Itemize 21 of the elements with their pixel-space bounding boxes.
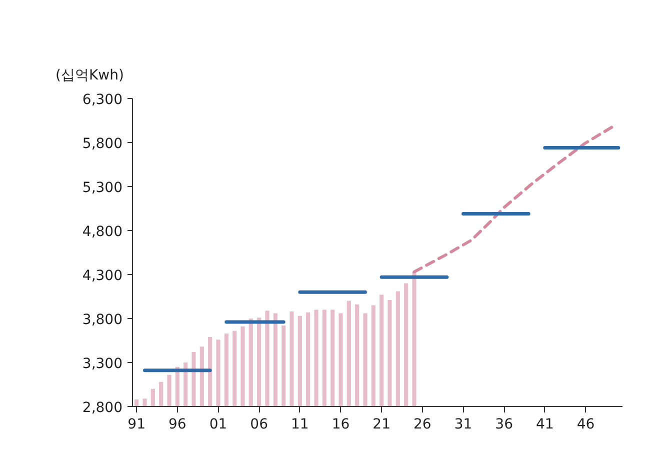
y-tick-label: 5,300 xyxy=(82,180,123,196)
x-tick-label: 21 xyxy=(372,416,391,432)
x-tick-label: 31 xyxy=(454,416,472,432)
y-tick-label: 2,800 xyxy=(82,400,123,416)
x-tick-label: 06 xyxy=(250,416,268,432)
y-tick-label: 3,300 xyxy=(82,356,123,372)
x-tick-label: 91 xyxy=(128,416,146,432)
x-tick-label: 46 xyxy=(576,416,595,432)
x-tick-label: 36 xyxy=(495,416,514,432)
x-tick-label: 01 xyxy=(209,416,228,432)
y-tick-label: 4,300 xyxy=(82,268,123,284)
y-axis-title: (십억Kwh) xyxy=(56,68,124,84)
x-tick-label: 16 xyxy=(332,416,350,432)
x-tick-label: 96 xyxy=(168,416,186,432)
x-tick-label: 26 xyxy=(414,416,432,432)
x-tick-label: 41 xyxy=(536,416,554,432)
x-tick-label: 11 xyxy=(291,416,309,432)
y-tick-label: 3,800 xyxy=(82,312,123,328)
y-tick-label: 4,800 xyxy=(82,224,123,240)
y-tick-label: 5,800 xyxy=(82,136,123,152)
y-tick-label: 6,300 xyxy=(82,92,123,108)
